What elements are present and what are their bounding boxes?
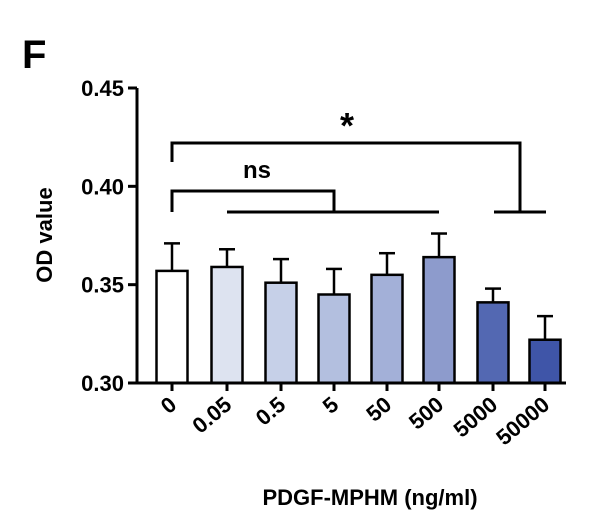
bar-50000 <box>528 338 562 385</box>
bracket-ns <box>170 189 336 212</box>
x-tick-label: 5 <box>318 392 343 419</box>
x-tick-label: 0.05 <box>187 392 236 439</box>
x-tick-label: 50000 <box>491 392 554 450</box>
y-tick-label: 0.30 <box>81 371 124 396</box>
y-tick-label: 0.45 <box>81 76 124 101</box>
y-tick-label: 0.40 <box>81 174 124 199</box>
y-axis: 0.30 0.35 0.40 0.45 <box>81 76 139 396</box>
bar-series <box>155 232 562 385</box>
bar-5000 <box>476 301 510 385</box>
y-tick-label: 0.35 <box>81 273 124 298</box>
bar-50 <box>370 273 404 385</box>
significance-ns: ns <box>243 157 271 184</box>
bar-0.5 <box>264 281 298 385</box>
bar-5 <box>317 293 351 385</box>
x-tick-label: 0 <box>156 392 181 419</box>
panel-label: F <box>22 33 46 77</box>
bar-0.05 <box>210 265 244 385</box>
bar-500 <box>422 255 456 385</box>
bracket-star <box>170 141 522 212</box>
x-tick-label: 50 <box>361 392 396 427</box>
y-axis-title: OD value <box>32 187 57 282</box>
x-tick-label: 500 <box>404 392 448 435</box>
significance-star: * <box>340 105 354 146</box>
significance-brackets: * ns <box>170 105 546 214</box>
x-axis-title: PDGF-MPHM (ng/ml) <box>262 485 477 510</box>
bar-0 <box>155 269 189 385</box>
x-tick-label: 0.5 <box>251 392 291 431</box>
